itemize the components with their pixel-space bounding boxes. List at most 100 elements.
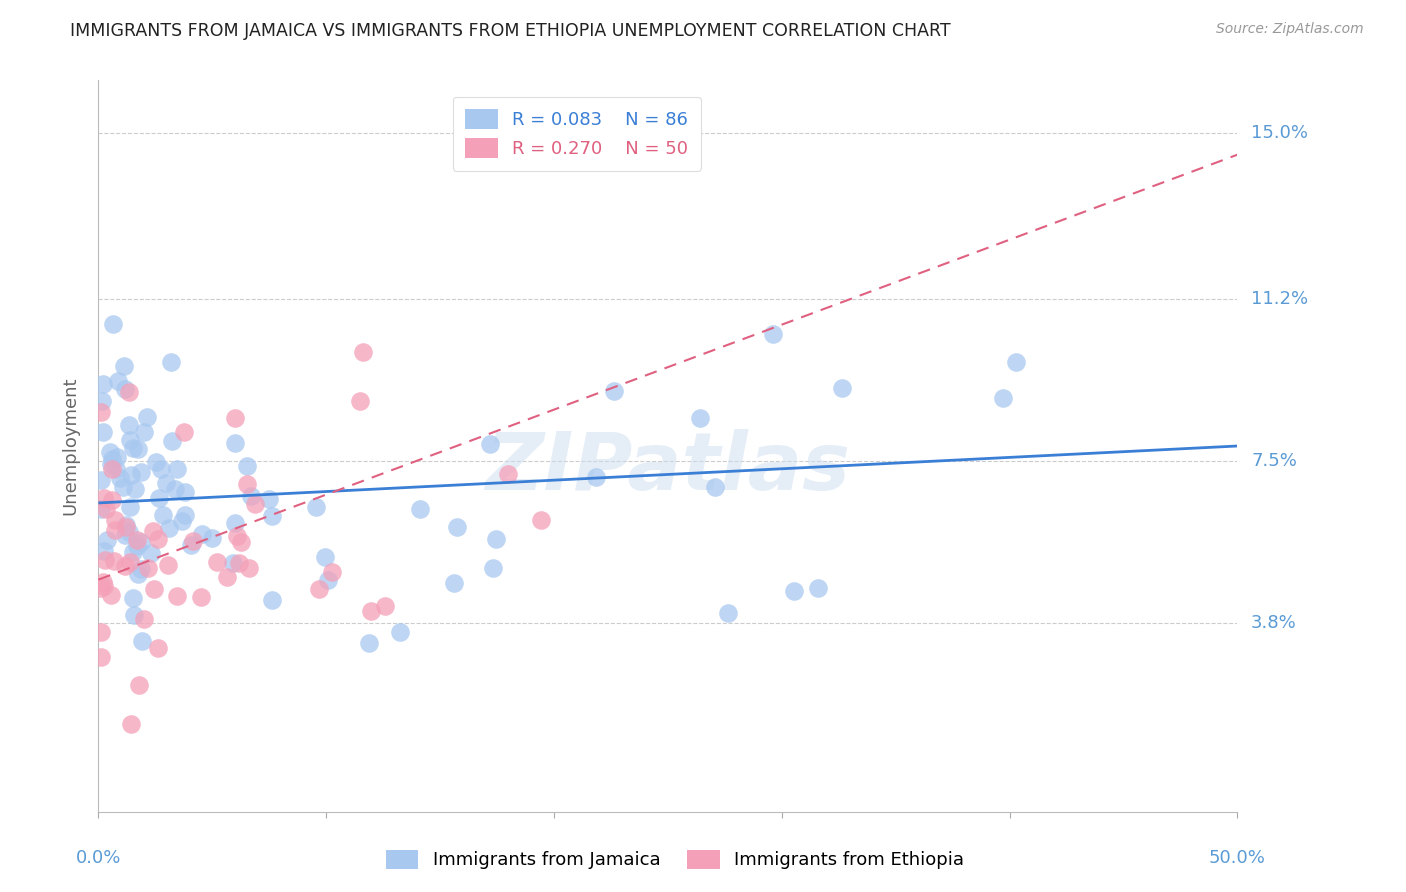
Point (90, 625, 112, 640)
Point (127, 566, 149, 581)
Point (129, 562, 152, 576)
Point (118, 500, 141, 515)
Point (217, 569, 239, 583)
Text: 0.0%: 0.0% (76, 849, 121, 867)
Point (90, 650, 112, 665)
Point (107, 375, 129, 389)
Legend: R = 0.083    N = 86, R = 0.270    N = 50: R = 0.083 N = 86, R = 0.270 N = 50 (453, 96, 700, 170)
Point (155, 475, 177, 490)
Point (173, 425, 195, 439)
Point (190, 591, 212, 605)
Point (443, 576, 465, 591)
Text: IMMIGRANTS FROM JAMAICA VS IMMIGRANTS FROM ETHIOPIA UNEMPLOYMENT CORRELATION CHA: IMMIGRANTS FROM JAMAICA VS IMMIGRANTS FR… (70, 22, 950, 40)
Point (114, 558, 136, 573)
Point (93, 491, 115, 506)
Text: 50.0%: 50.0% (1209, 849, 1265, 867)
Point (100, 457, 122, 471)
Point (118, 418, 141, 433)
Point (222, 556, 245, 570)
Point (160, 434, 183, 449)
Point (200, 531, 222, 545)
Text: 3.8%: 3.8% (1251, 615, 1296, 632)
Point (446, 520, 468, 534)
Point (93, 544, 115, 558)
Point (156, 558, 179, 572)
Point (150, 462, 173, 476)
Point (91, 393, 114, 408)
Point (262, 508, 284, 523)
Point (122, 545, 145, 559)
Point (166, 590, 188, 604)
Point (314, 549, 336, 564)
Point (120, 717, 142, 731)
Point (104, 513, 127, 527)
Point (831, 382, 853, 396)
Point (389, 625, 412, 640)
Point (165, 482, 187, 496)
Point (101, 452, 124, 467)
Point (91, 425, 114, 440)
Point (139, 546, 162, 560)
Point (478, 437, 501, 451)
Point (91, 377, 114, 392)
Point (374, 599, 396, 613)
Point (359, 636, 381, 650)
Point (100, 588, 122, 602)
Point (704, 480, 727, 494)
Point (121, 591, 143, 606)
Point (94, 553, 117, 567)
Point (157, 521, 180, 535)
Point (93, 579, 115, 593)
Point (148, 491, 170, 505)
Point (125, 533, 148, 548)
Point (305, 500, 328, 515)
Point (238, 561, 260, 575)
Legend: Immigrants from Jamaica, Immigrants from Ethiopia: Immigrants from Jamaica, Immigrants from… (377, 840, 973, 879)
Point (129, 535, 152, 549)
Point (105, 450, 128, 465)
Point (152, 508, 174, 523)
Point (131, 634, 153, 648)
Point (146, 640, 169, 655)
Point (321, 565, 343, 579)
Point (125, 539, 148, 553)
Point (807, 581, 830, 595)
Point (991, 391, 1014, 405)
Point (105, 462, 128, 476)
Text: Source: ZipAtlas.com: Source: ZipAtlas.com (1216, 22, 1364, 37)
Point (148, 532, 170, 546)
Point (117, 384, 139, 399)
Point (228, 557, 250, 571)
Point (118, 555, 141, 569)
Point (90, 581, 112, 595)
Point (170, 515, 193, 529)
Point (180, 538, 202, 552)
Point (136, 560, 159, 574)
Point (114, 518, 136, 533)
Point (308, 582, 330, 597)
Point (128, 678, 150, 692)
Point (121, 441, 143, 455)
Point (224, 436, 246, 450)
Point (224, 516, 246, 530)
Point (135, 410, 157, 425)
Y-axis label: Unemployment: Unemployment (62, 376, 80, 516)
Point (360, 604, 382, 618)
Point (127, 442, 149, 457)
Point (262, 592, 284, 607)
Point (132, 425, 155, 439)
Text: 7.5%: 7.5% (1251, 452, 1298, 470)
Point (530, 513, 553, 527)
Point (112, 359, 135, 374)
Point (129, 465, 152, 479)
Point (142, 582, 165, 597)
Point (124, 607, 146, 622)
Point (716, 606, 738, 620)
Point (689, 410, 711, 425)
Point (104, 523, 127, 537)
Point (349, 393, 371, 408)
Point (166, 462, 188, 476)
Text: 11.2%: 11.2% (1251, 290, 1309, 309)
Point (114, 528, 136, 542)
Point (114, 382, 136, 396)
